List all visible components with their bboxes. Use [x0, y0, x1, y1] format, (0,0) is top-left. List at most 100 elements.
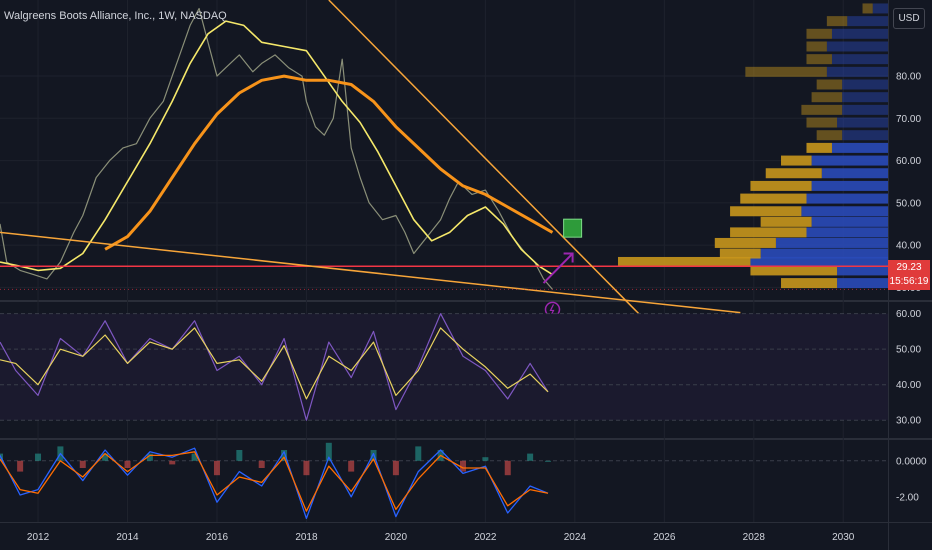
rsi-tick-label: 50.00	[896, 345, 921, 356]
y-tick-label: 50.00	[896, 198, 921, 209]
volume-profile-down-bar	[765, 168, 822, 179]
volume-profile-down-bar	[618, 256, 751, 267]
slow-moving-average-line[interactable]	[104, 74, 554, 251]
volume-profile-down-bar	[730, 227, 807, 238]
macd-pane[interactable]	[0, 442, 888, 520]
volume-profile-down-bar	[826, 16, 848, 27]
volume-profile-down-bar	[806, 28, 832, 39]
last-price-badge: 29.23 15:56:19	[888, 260, 930, 290]
price-pane[interactable]	[0, 7, 554, 290]
macd-histogram-bar	[124, 460, 131, 468]
volume-profile-down-bar	[806, 41, 827, 52]
volume-profile-up-bar	[826, 41, 888, 52]
lower-wedge-trendline[interactable]	[0, 231, 741, 314]
volume-profile-up-bar	[837, 117, 888, 128]
volume-profile-up-bar	[842, 92, 888, 103]
chart-title: Walgreens Boots Alliance, Inc., 1W, NASD…	[4, 10, 227, 22]
x-tick-label: 2012	[27, 532, 50, 543]
target-zone-box[interactable]	[563, 218, 583, 238]
volume-profile-up-bar	[750, 256, 888, 267]
volume-profile-up-bar	[826, 66, 888, 77]
macd-histogram-bar	[545, 460, 552, 462]
volume-profile-up-bar	[775, 237, 888, 248]
volume-profile-down-bar	[745, 66, 827, 77]
macd-histogram-bar	[392, 460, 399, 476]
macd-histogram-bar	[460, 460, 467, 472]
volume-profile-down-bar	[806, 54, 832, 65]
macd-histogram-bar	[303, 460, 310, 476]
bar-countdown: 15:56:19	[889, 276, 929, 287]
volume-profile-up-bar	[831, 54, 888, 65]
annotations[interactable]	[0, 0, 888, 318]
y-tick-label: 80.00	[896, 72, 921, 83]
rsi-pane[interactable]	[0, 313, 888, 421]
macd-histogram-bar	[17, 460, 24, 472]
rsi-line[interactable]	[0, 313, 549, 421]
volume-profile-down-bar	[760, 216, 812, 227]
volume-profile-up-bar	[831, 28, 888, 39]
macd-histogram-bar	[258, 460, 265, 468]
volume-profile-up-bar	[760, 248, 888, 259]
volume-profile-up-bar	[801, 206, 888, 217]
volume-profile-up-bar	[847, 16, 888, 27]
volume-profile-down-bar	[740, 193, 807, 204]
volume-profile-up-bar	[821, 168, 888, 179]
volume-profile-up-bar	[837, 278, 888, 289]
x-tick-label: 2022	[474, 532, 497, 543]
descending-trendline[interactable]	[328, 0, 643, 318]
volume-profile-up-bar	[872, 3, 888, 14]
volume-profile-down-bar	[806, 142, 832, 153]
volume-profile-up-bar	[806, 193, 888, 204]
macd-histogram-bar	[415, 446, 422, 461]
macd-histogram-bar	[348, 460, 355, 472]
rsi-average-line[interactable]	[0, 327, 549, 400]
x-tick-label: 2016	[206, 532, 229, 543]
projection-arrow[interactable]	[542, 252, 574, 284]
macd-histogram-bar	[504, 460, 511, 476]
volume-profile-down-bar	[781, 155, 812, 166]
volume-profile-down-bar	[816, 79, 843, 90]
macd-signal-line[interactable]	[0, 451, 549, 512]
volume-profile-down-bar	[816, 130, 843, 141]
volume-profile-up-bar	[842, 104, 888, 115]
volume-profile-up-bar	[837, 265, 888, 276]
projection-arrow-head[interactable]	[563, 252, 574, 263]
x-tick-label: 2024	[564, 532, 587, 543]
volume-profile-down-bar	[714, 237, 776, 248]
volume-profile-down-bar	[730, 206, 802, 217]
x-tick-label: 2028	[743, 532, 766, 543]
x-tick-label: 2030	[832, 532, 855, 543]
macd-histogram-bar	[79, 460, 86, 468]
volume-profile-up-bar	[842, 130, 888, 141]
macd-histogram-bar	[213, 460, 220, 476]
rsi-tick-label: 60.00	[896, 309, 921, 320]
volume-profile-down-bar	[811, 92, 843, 103]
lightning-bolt-glyph	[549, 304, 555, 315]
macd-histogram-bar	[35, 453, 42, 461]
rsi-band	[0, 313, 888, 421]
volume-profile-down-bar	[719, 248, 761, 259]
price-line[interactable]	[0, 7, 553, 290]
volume-profile-up-bar	[811, 216, 888, 227]
pane-separator	[0, 438, 932, 440]
volume-profile-down-bar	[750, 180, 812, 191]
volume-profile-up-bar	[842, 79, 888, 90]
fast-moving-average-line[interactable]	[0, 20, 553, 276]
volume-profile-down-bar	[801, 104, 843, 115]
volume-profile-up-bar	[806, 227, 888, 238]
macd-histogram-bar	[281, 450, 288, 461]
rsi-tick-label: 30.00	[896, 416, 921, 427]
x-tick-label: 2020	[385, 532, 408, 543]
macd-histogram-bar	[527, 453, 534, 461]
currency-button[interactable]: USD	[893, 8, 925, 29]
pane-separator	[0, 300, 932, 302]
x-tick-label: 2026	[653, 532, 676, 543]
macd-histogram-bar	[325, 442, 332, 461]
macd-tick-label: 0.0000	[896, 456, 927, 467]
y-tick-label: 70.00	[896, 114, 921, 125]
macd-histogram-bar	[146, 453, 153, 461]
rsi-tick-label: 40.00	[896, 380, 921, 391]
last-price-value: 29.23	[896, 262, 922, 273]
volume-profile-down-bar	[862, 3, 873, 14]
